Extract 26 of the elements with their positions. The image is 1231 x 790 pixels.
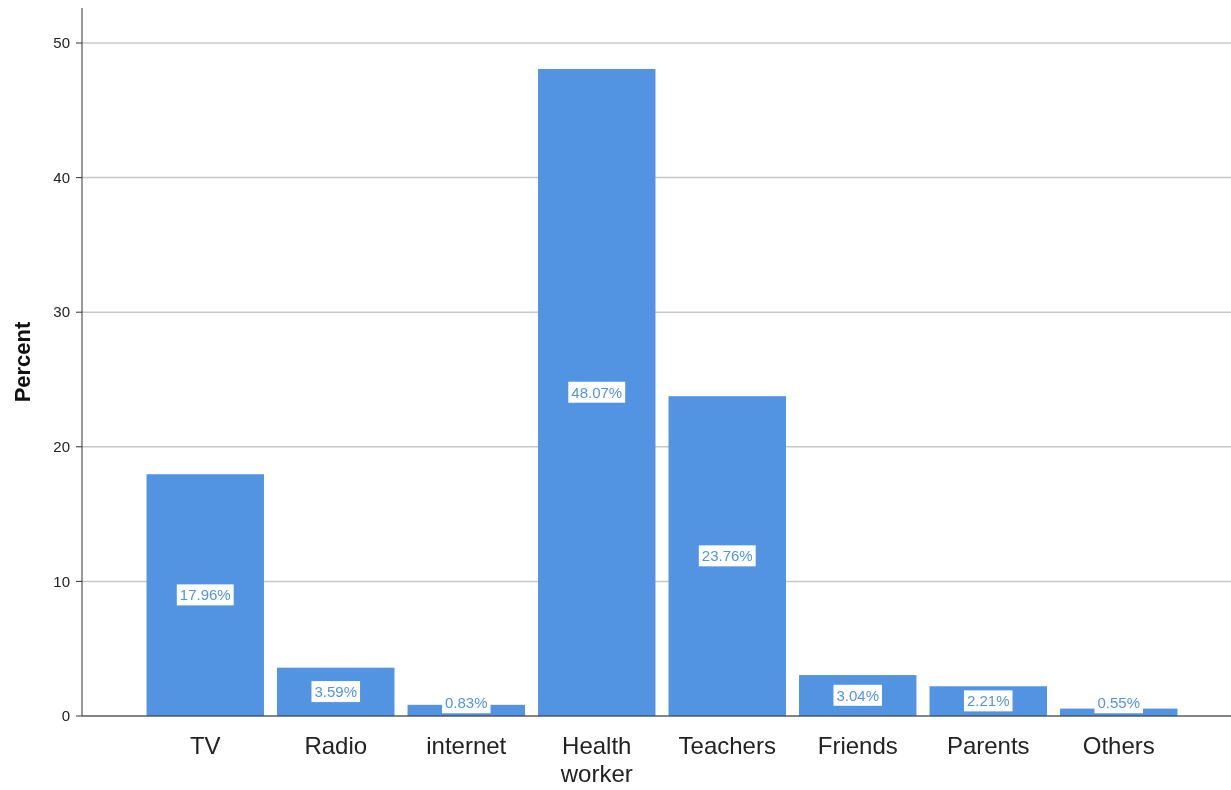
x-tick-label: Parents (946, 732, 1030, 759)
x-tick-label: internet (426, 732, 507, 759)
data-label: 3.04% (836, 686, 880, 704)
data-label: 17.96% (179, 586, 231, 604)
data-label: 3.59% (314, 683, 358, 701)
y-tick-label: 50 (53, 34, 70, 52)
y-axis-title: Percent (10, 320, 35, 403)
data-label: 23.76% (701, 547, 753, 565)
x-tick-label: Health worker (559, 732, 633, 787)
x-tick-label: Others (1082, 732, 1155, 759)
data-label: 0.83% (444, 694, 488, 712)
x-tick-label: Teachers (678, 732, 776, 759)
y-tick-label: 0 (61, 707, 70, 725)
y-tick-label: 10 (53, 572, 70, 590)
data-label: 48.07% (571, 383, 623, 401)
data-label: 0.55% (1097, 694, 1141, 712)
bar (146, 474, 264, 716)
x-tick-label: Friends (817, 732, 898, 759)
x-tick-label: Radio (304, 732, 368, 759)
y-tick-label: 30 (53, 303, 70, 321)
bar (538, 68, 656, 716)
data-label: 2.21% (966, 692, 1010, 710)
y-tick-label: 40 (53, 168, 70, 186)
x-tick-label: TV (189, 732, 221, 759)
y-tick-label: 20 (53, 438, 70, 456)
bar (668, 396, 786, 716)
